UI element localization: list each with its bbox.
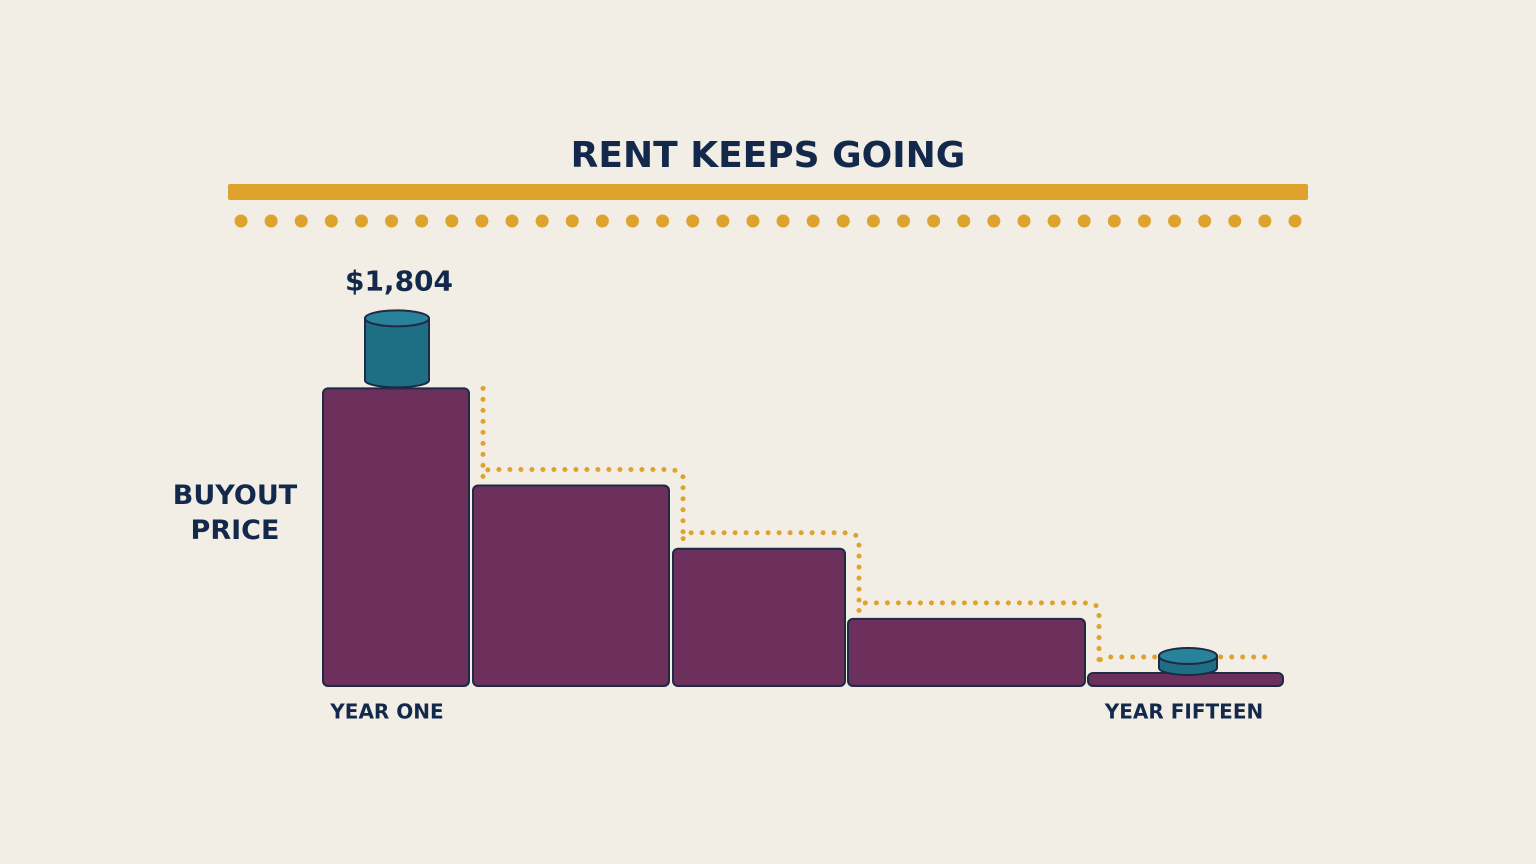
bar [322, 387, 470, 687]
dot [1168, 214, 1182, 228]
dot [1077, 214, 1091, 228]
coin-stack [364, 309, 430, 389]
dot [625, 214, 639, 228]
dot [1288, 214, 1302, 228]
coin-stack [1158, 646, 1218, 676]
cylinder-top [1158, 646, 1218, 665]
title-underline [228, 184, 1308, 200]
dot [595, 214, 609, 228]
dot [1047, 214, 1061, 228]
dot [415, 214, 429, 228]
dot [806, 214, 820, 228]
dot [324, 214, 338, 228]
dot [1137, 214, 1151, 228]
dot [656, 214, 670, 228]
dot-row [234, 214, 1302, 228]
x-tick-label: YEAR ONE [329, 700, 443, 724]
dot [565, 214, 579, 228]
step-line [480, 385, 1272, 666]
bar [847, 617, 1086, 687]
dot [897, 214, 911, 228]
dot [505, 214, 519, 228]
dot [957, 214, 971, 228]
dot [354, 214, 368, 228]
dot [234, 214, 248, 228]
chart-title: RENT KEEPS GOING [571, 135, 966, 176]
dot [1258, 214, 1272, 228]
dot [987, 214, 1001, 228]
dot [716, 214, 730, 228]
dot [475, 214, 489, 228]
dot [686, 214, 700, 228]
x-tick-label: YEAR FIFTEEN [1104, 700, 1263, 724]
dot [836, 214, 850, 228]
dot [535, 214, 549, 228]
dot [1198, 214, 1212, 228]
dot [1107, 214, 1121, 228]
dot [746, 214, 760, 228]
cylinder-body [364, 317, 430, 389]
bar [472, 484, 670, 687]
dot [445, 214, 459, 228]
dot [1228, 214, 1242, 228]
dot [866, 214, 880, 228]
dot [294, 214, 308, 228]
dot [1017, 214, 1031, 228]
bar [672, 547, 846, 687]
dot [927, 214, 941, 228]
cylinder-top [364, 309, 430, 328]
value-label: $1,804 [345, 264, 453, 297]
dot [776, 214, 790, 228]
dot [385, 214, 399, 228]
dot [264, 214, 278, 228]
y-axis-label: BUYOUT PRICE [172, 480, 298, 546]
